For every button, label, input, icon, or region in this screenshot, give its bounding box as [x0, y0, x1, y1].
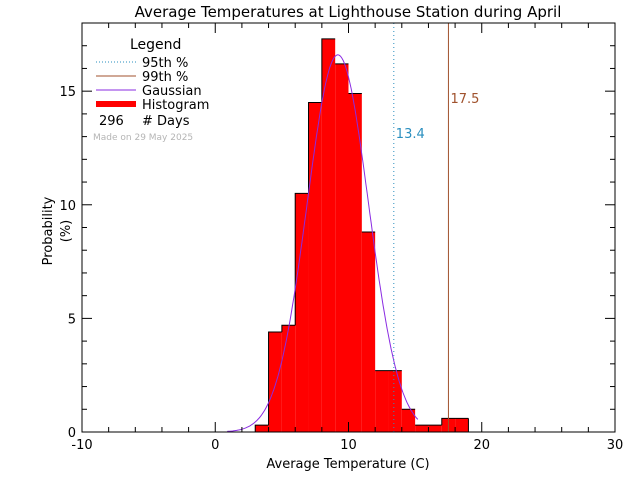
legend-entry-label: 95th %	[142, 56, 188, 71]
x-tick-label: 10	[340, 438, 357, 453]
x-tick-label: 0	[211, 438, 219, 453]
histogram-bar	[455, 418, 469, 432]
x-tick-label: 30	[607, 438, 624, 453]
y-tick-label: 5	[68, 312, 76, 327]
histogram-bar	[361, 232, 376, 432]
histogram-outline	[254, 38, 469, 432]
histogram-bar	[268, 332, 282, 432]
histogram-bar	[388, 370, 402, 432]
legend-entry-label: Histogram	[142, 98, 209, 113]
x-tick-label: -10	[71, 438, 92, 453]
y-axis-unit: (%)	[59, 220, 74, 243]
x-tick-label: 20	[473, 438, 490, 453]
histogram-bar	[255, 425, 269, 432]
gaussian-curve	[227, 54, 419, 432]
legend-day-count: 296	[99, 114, 124, 129]
percentile-label-95th: 13.4	[396, 127, 425, 142]
histogram-bar	[281, 325, 296, 432]
made-on-annotation: Made on 29 May 2025	[93, 133, 193, 143]
y-tick-label: 10	[59, 199, 76, 214]
histogram-bar	[335, 63, 349, 433]
chart-title: Average Temperatures at Lighthouse Stati…	[135, 3, 562, 21]
y-tick-label: 15	[59, 85, 76, 100]
legend-entry-label: Gaussian	[142, 84, 202, 99]
y-axis-label: Probability	[41, 196, 56, 265]
histogram-bar	[321, 38, 336, 433]
histogram-bar	[295, 193, 309, 432]
x-axis-label: Average Temperature (C)	[266, 457, 429, 472]
histogram-bar	[348, 93, 362, 432]
histogram-bar	[415, 425, 429, 432]
histogram-bar	[375, 370, 389, 432]
histogram-bar	[401, 409, 416, 432]
histogram-bar	[428, 425, 442, 432]
legend-title: Legend	[130, 37, 181, 53]
histogram-bar	[308, 102, 322, 433]
percentile-label-99th: 17.5	[450, 92, 479, 107]
legend-day-count-label: # Days	[142, 114, 190, 129]
legend-entry-label: 99th %	[142, 70, 188, 85]
y-tick-label: 0	[68, 426, 76, 441]
